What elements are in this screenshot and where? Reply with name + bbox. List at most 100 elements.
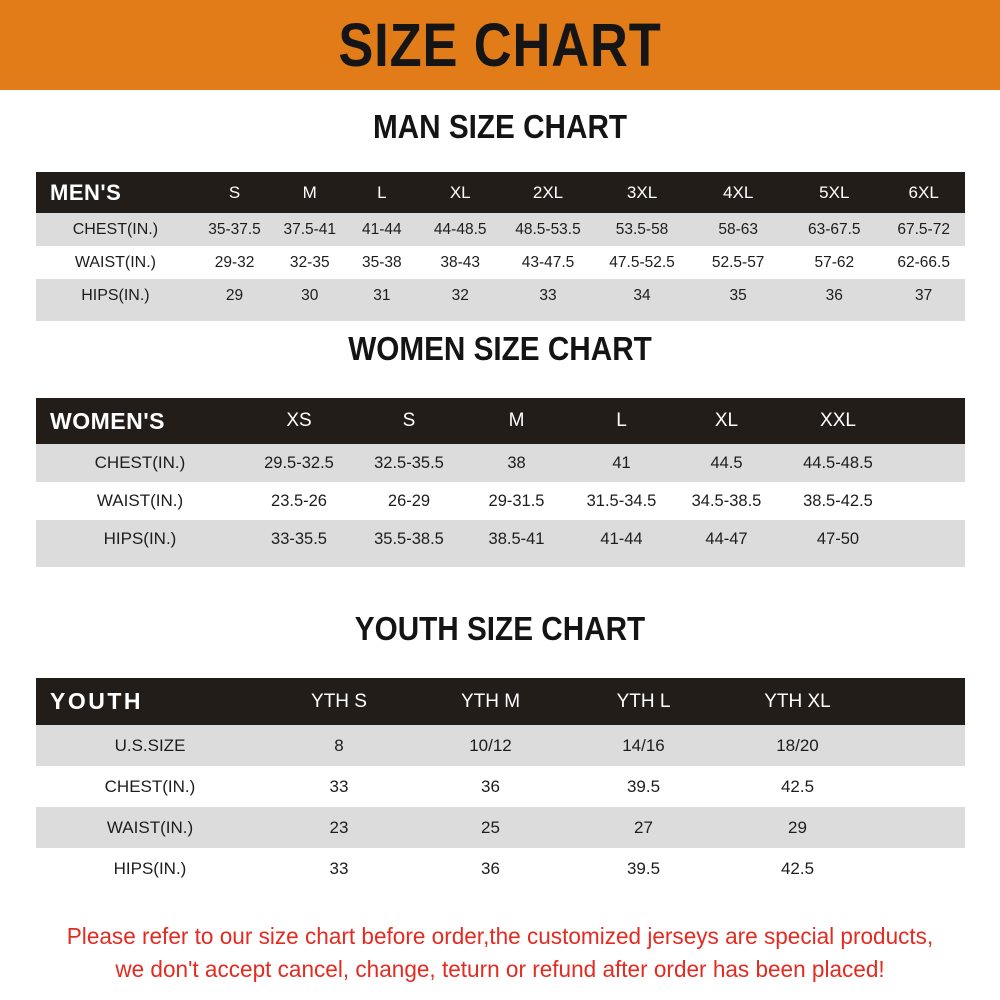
row-label: HIPS(IN.) [36,279,195,312]
cell: 41-44 [345,213,419,246]
cell: 35-38 [345,246,419,279]
cell: 34 [593,279,691,312]
cell: 10/12 [414,725,567,766]
men-col-header: XL [418,172,503,213]
table-row: CHEST(IN.) 35-37.5 37.5-41 41-44 44-48.5… [36,213,965,246]
row-label: HIPS(IN.) [36,520,244,558]
cell: 31 [345,279,419,312]
cell: 62-66.5 [882,246,965,279]
women-size-table: WOMEN'S XS S M L XL XXL CHEST(IN.) 29.5-… [36,398,965,567]
cell: 42.5 [720,848,875,889]
women-col-header: XS [244,398,354,444]
cell: 25 [414,807,567,848]
cell: 34.5-38.5 [674,482,779,520]
row-label: U.S.SIZE [36,725,264,766]
men-corner-label: MEN'S [36,172,195,213]
table-row: HIPS(IN.) 33-35.5 35.5-38.5 38.5-41 41-4… [36,520,965,558]
youth-header-row: YOUTH YTH S YTH M YTH L YTH XL [36,678,965,725]
cell: 18/20 [720,725,875,766]
youth-col-header: YTH S [264,678,414,725]
table-row: HIPS(IN.) 33 36 39.5 42.5 [36,848,965,889]
women-col-header: XL [674,398,779,444]
cell: 29-32 [194,246,275,279]
men-col-header: 2XL [502,172,594,213]
women-col-header: L [569,398,674,444]
cell: 44-47 [674,520,779,558]
cell: 29.5-32.5 [244,444,354,482]
youth-col-header: YTH XL [720,678,875,725]
cell: 58-63 [690,213,787,246]
men-col-header: 3XL [593,172,691,213]
page-title: SIZE CHART [338,10,662,79]
men-table-wrap: MEN'S S M L XL 2XL 3XL 4XL 5XL 6XL CHEST… [36,172,965,321]
cell: 29 [720,807,875,848]
cell: 57-62 [786,246,883,279]
women-header-row: WOMEN'S XS S M L XL XXL [36,398,965,444]
cell-empty [875,766,965,807]
table-row: WAIST(IN.) 29-32 32-35 35-38 38-43 43-47… [36,246,965,279]
table-row: HIPS(IN.) 29 30 31 32 33 34 35 36 37 [36,279,965,312]
cell: 38.5-41 [464,520,569,558]
cell: 37.5-41 [274,213,346,246]
women-section-title: WOMEN SIZE CHART [348,330,652,367]
note-line-2: we don't accept cancel, change, teturn o… [115,956,885,982]
cell-empty [897,482,965,520]
table-row: U.S.SIZE 8 10/12 14/16 18/20 [36,725,965,766]
row-label: WAIST(IN.) [36,482,244,520]
cell: 44-48.5 [418,213,503,246]
cell: 23 [264,807,414,848]
cell: 36 [786,279,883,312]
cell: 42.5 [720,766,875,807]
women-col-header: S [354,398,464,444]
cell: 44.5-48.5 [779,444,897,482]
youth-section-title: YOUTH SIZE CHART [354,610,646,647]
cell: 30 [274,279,346,312]
cell-empty [875,725,965,766]
cell: 35 [690,279,787,312]
women-col-header: XXL [779,398,897,444]
row-label: WAIST(IN.) [36,246,195,279]
youth-corner-label: YOUTH [36,678,264,725]
table-row: CHEST(IN.) 33 36 39.5 42.5 [36,766,965,807]
women-col-header-empty [897,398,965,444]
cell: 29 [194,279,275,312]
cell: 38.5-42.5 [779,482,897,520]
men-header-row: MEN'S S M L XL 2XL 3XL 4XL 5XL 6XL [36,172,965,213]
cell: 48.5-53.5 [502,213,594,246]
page-banner: SIZE CHART [0,0,1000,90]
youth-size-table: YOUTH YTH S YTH M YTH L YTH XL U.S.SIZE … [36,678,965,899]
cell: 36 [414,848,567,889]
men-size-table: MEN'S S M L XL 2XL 3XL 4XL 5XL 6XL CHEST… [36,172,965,321]
row-label: CHEST(IN.) [36,766,264,807]
cell: 53.5-58 [593,213,691,246]
cell: 47-50 [779,520,897,558]
order-policy-note: Please refer to our size chart before or… [20,920,980,986]
cell: 37 [882,279,965,312]
cell: 39.5 [567,848,720,889]
cell: 43-47.5 [502,246,594,279]
cell-empty [875,848,965,889]
men-section-title: MAN SIZE CHART [372,108,628,145]
cell: 67.5-72 [882,213,965,246]
cell: 32 [418,279,503,312]
table-row: WAIST(IN.) 23.5-26 26-29 29-31.5 31.5-34… [36,482,965,520]
cell: 29-31.5 [464,482,569,520]
cell: 26-29 [354,482,464,520]
cell: 31.5-34.5 [569,482,674,520]
cell: 36 [414,766,567,807]
women-table-wrap: WOMEN'S XS S M L XL XXL CHEST(IN.) 29.5-… [36,398,965,567]
cell: 38 [464,444,569,482]
men-col-header: L [345,172,419,213]
cell: 8 [264,725,414,766]
cell-empty [897,444,965,482]
row-label: WAIST(IN.) [36,807,264,848]
table-row-spacer [36,312,965,321]
table-row: CHEST(IN.) 29.5-32.5 32.5-35.5 38 41 44.… [36,444,965,482]
cell: 27 [567,807,720,848]
table-row: WAIST(IN.) 23 25 27 29 [36,807,965,848]
cell: 32.5-35.5 [354,444,464,482]
cell: 33 [502,279,594,312]
men-col-header: S [194,172,275,213]
cell: 52.5-57 [690,246,787,279]
